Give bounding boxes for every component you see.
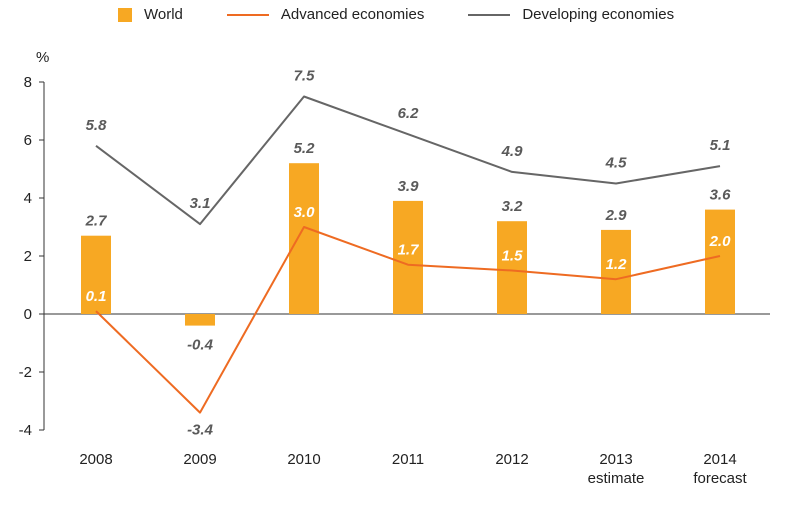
line-developing-economies <box>95 95 721 226</box>
y-tick-label: -4 <box>19 422 32 439</box>
data-label-advanced: 1.7 <box>398 242 420 259</box>
data-label-developing: 7.5 <box>294 68 316 85</box>
data-label-advanced: 0.1 <box>86 288 107 305</box>
data-label-developing: 5.1 <box>710 137 731 154</box>
legend-label-world: World <box>144 6 183 23</box>
data-label-world: -0.4 <box>187 337 214 354</box>
data-label-developing: 4.5 <box>605 155 628 172</box>
data-label-advanced: 1.5 <box>502 248 524 265</box>
legend-item-developing: Developing economies <box>468 6 674 23</box>
legend-swatch-world <box>118 7 132 22</box>
legend-swatch-advanced <box>226 13 269 16</box>
legend-swatch-developing <box>468 13 511 16</box>
bar-world <box>393 200 423 314</box>
y-axis-unit-label: % <box>36 49 49 66</box>
data-label-world: 3.2 <box>502 198 524 215</box>
bar-world <box>705 209 735 314</box>
legend-label-developing: Developing economies <box>522 6 675 23</box>
bar-world <box>497 221 527 314</box>
x-tick-label: estimate <box>588 470 645 487</box>
data-label-advanced: 3.0 <box>294 204 316 221</box>
data-label-developing: 5.8 <box>86 117 108 134</box>
bar-world <box>185 314 215 326</box>
data-label-world: 2.7 <box>85 213 108 230</box>
legend: World Advanced economies Developing econ… <box>118 6 718 23</box>
data-label-world: 3.6 <box>710 187 732 204</box>
data-label-advanced: 2.0 <box>709 233 732 250</box>
x-tick-label: 2012 <box>495 451 528 468</box>
y-tick-label: 2 <box>24 248 32 265</box>
y-tick-label: 0 <box>24 306 32 323</box>
data-label-world: 5.2 <box>294 140 316 157</box>
x-tick-label: forecast <box>693 470 747 487</box>
legend-item-world: World <box>118 6 183 23</box>
data-label-advanced: -3.4 <box>187 422 214 439</box>
data-label-advanced: 1.2 <box>606 256 628 273</box>
data-label-developing: 3.1 <box>190 195 211 212</box>
legend-label-advanced: Advanced economies <box>280 6 425 23</box>
x-tick-label: 2014 <box>703 451 736 468</box>
y-tick-label: 8 <box>24 74 32 91</box>
data-label-developing: 6.2 <box>398 105 420 122</box>
legend-item-advanced: Advanced economies <box>226 6 425 23</box>
x-tick-label: 2013 <box>599 451 632 468</box>
data-label-developing: 4.9 <box>501 143 524 160</box>
x-tick-label: 2011 <box>392 451 424 468</box>
x-tick-label: 2008 <box>79 451 112 468</box>
y-tick-label: -2 <box>19 364 32 381</box>
line-advanced-economies <box>95 226 721 414</box>
y-tick-label: 4 <box>24 190 32 207</box>
data-label-world: 3.9 <box>398 178 420 195</box>
bar-world <box>601 229 631 314</box>
x-tick-label: 2009 <box>183 451 216 468</box>
data-label-world: 2.9 <box>605 207 628 224</box>
y-tick-label: 6 <box>24 132 32 149</box>
bar-world <box>289 163 319 314</box>
bar-world <box>81 235 111 314</box>
x-tick-label: 2010 <box>287 451 320 468</box>
